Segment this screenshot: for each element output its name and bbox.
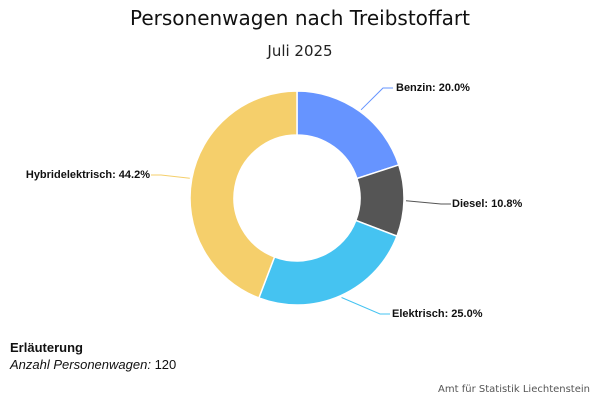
label-hybridelektrisch: Hybridelektrisch: 44.2% xyxy=(26,169,150,181)
explanation-line: Anzahl Personenwagen: 120 xyxy=(10,356,176,373)
explanation-key: Anzahl Personenwagen: xyxy=(10,357,151,372)
connector-hybridelektrisch xyxy=(151,174,190,179)
label-elektrisch: Elektrisch: 25.0% xyxy=(392,308,483,320)
slice-benzin[interactable] xyxy=(296,90,400,180)
slice-elektrisch[interactable] xyxy=(257,219,398,306)
explanation-heading: Erläuterung xyxy=(10,340,83,355)
chart-title: Personenwagen nach Treibstoffart xyxy=(129,6,470,30)
explanation-value: 120 xyxy=(154,357,177,372)
connector-benzin xyxy=(360,87,393,111)
connector-diesel xyxy=(405,200,451,205)
chart-subtitle: Juli 2025 xyxy=(267,42,333,60)
connector-elektrisch xyxy=(341,297,390,315)
label-benzin: Benzin: 20.0% xyxy=(396,82,470,94)
credits[interactable]: Amt für Statistik Liechtenstein xyxy=(438,384,590,395)
slice-hybridelektrisch[interactable] xyxy=(189,90,298,299)
explanation-box: Erläuterung Anzahl Personenwagen: 120 xyxy=(10,339,176,373)
label-diesel: Diesel: 10.8% xyxy=(452,198,523,210)
